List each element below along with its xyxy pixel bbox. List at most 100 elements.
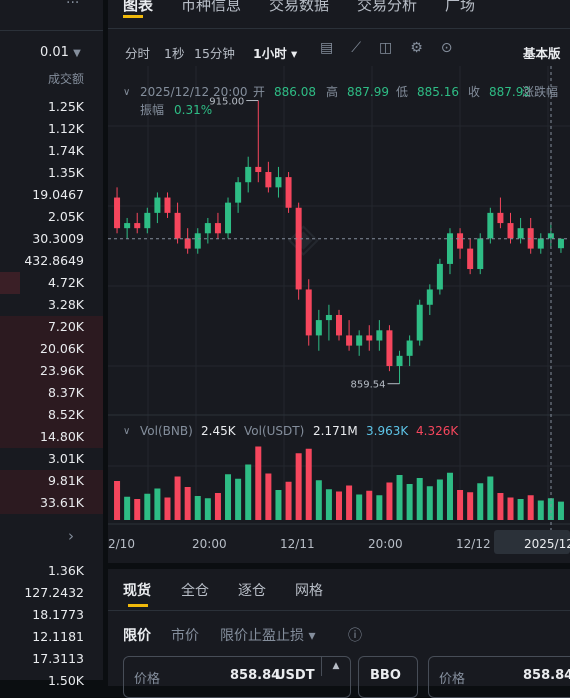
order-book-value: 3.28K (47, 297, 84, 312)
volume-bar (547, 498, 554, 520)
x-tick-label: 2/10 (108, 537, 135, 551)
order-book-value: 12.1181 (32, 629, 84, 644)
tab[interactable]: 交易数据 (269, 0, 330, 14)
order-type[interactable]: 市价 (171, 628, 199, 644)
order-book-value: 8.52K (47, 407, 84, 422)
candle-body (557, 238, 564, 249)
x-tick-label: 20:00 (368, 537, 403, 551)
volume-bar (416, 478, 423, 520)
volume-bar (517, 499, 524, 520)
crosshair-time-bg (494, 530, 570, 554)
volume-bar (467, 492, 474, 520)
tab[interactable]: 币种信息 (181, 0, 242, 14)
expand-arrow[interactable]: › (68, 527, 74, 545)
volume-bar (245, 464, 252, 520)
tool-icons[interactable]: ▤⟋◫⚙⊙ (320, 40, 471, 56)
volume-bar (315, 480, 322, 520)
volume-bar (557, 501, 564, 520)
volume-bar (134, 499, 141, 520)
order-book-value: 17.3113 (32, 651, 84, 666)
price-input[interactable] (123, 656, 351, 698)
precision[interactable]: 0.01 ▼ (40, 45, 81, 60)
volume-bar (386, 482, 393, 520)
form-tab[interactable]: 现货 (123, 583, 151, 599)
ohlc-label: 低 (396, 85, 408, 99)
price-input[interactable] (428, 656, 570, 698)
ohlc-value: 885.16 (417, 85, 459, 99)
interval[interactable]: 15分钟 (194, 46, 235, 61)
volume-bar (194, 496, 201, 520)
volume-bar (114, 481, 121, 520)
candle-body (426, 289, 433, 305)
ohlc-label: 开 (253, 85, 265, 99)
order-book-value: 14.80K (40, 429, 84, 444)
candle-body (285, 177, 292, 208)
form-tab[interactable]: 全仓 (181, 583, 209, 599)
divider (0, 30, 103, 31)
candle-body (467, 248, 474, 270)
order-book-value: 7.20K (47, 319, 84, 334)
ohlc-label: 收 (468, 85, 480, 99)
interval[interactable]: 分时 (125, 46, 151, 61)
tab[interactable]: 图表 (123, 0, 154, 14)
candle-body (537, 238, 544, 249)
volume-bar (144, 493, 151, 520)
volume-bar (487, 476, 494, 520)
candle-body (305, 289, 312, 336)
depth-bar (0, 316, 103, 448)
order-book-value: 9.81K (47, 473, 84, 488)
tab[interactable]: 广场 (445, 0, 476, 14)
volume-bar (305, 448, 312, 520)
volume-bar (285, 481, 292, 520)
x-tick-label: 2025/12/12 (524, 537, 570, 551)
order-book-value: 1.12K (47, 121, 84, 136)
volume-bar (225, 474, 232, 520)
volume-bar (275, 490, 282, 520)
bbo[interactable]: BBO (370, 668, 401, 683)
order-type[interactable]: 限价止盈止损 ▾ (220, 628, 316, 644)
step-up[interactable]: ▲ (321, 656, 350, 676)
volume-bar (507, 497, 514, 520)
form-tab[interactable]: 逐仓 (238, 583, 266, 599)
interval[interactable]: 1秒 (164, 46, 185, 61)
volume-legend: 3.963K (366, 424, 409, 438)
candle-body (325, 314, 332, 321)
price-unit: USDT (275, 668, 315, 683)
tab[interactable]: 交易分析 (357, 0, 418, 14)
volume-bar (255, 446, 262, 520)
order-book-value: 30.3009 (32, 231, 84, 246)
tab-indicator (128, 604, 148, 607)
candle-body (356, 335, 363, 346)
order-book-value: 8.37K (47, 385, 84, 400)
order-type[interactable]: ⓘ (348, 628, 362, 644)
order-book-value: 23.96K (40, 363, 84, 378)
volume-bar (356, 494, 363, 520)
tab-indicator (123, 15, 143, 18)
candle-body (497, 212, 504, 224)
candle-body (487, 212, 494, 239)
candle-body (477, 238, 484, 270)
order-type[interactable]: 限价 (123, 628, 151, 644)
divider (108, 28, 570, 29)
order-book-value: 432.8649 (24, 253, 84, 268)
volume-bar (406, 484, 413, 520)
candle-body (376, 330, 383, 341)
candle-body (295, 207, 302, 290)
order-book-value: 20.06K (40, 341, 84, 356)
more-icon[interactable]: ··· (66, 0, 80, 11)
volume-bar (336, 491, 342, 520)
volume-bar (295, 453, 302, 520)
bbo-button[interactable] (358, 656, 418, 698)
order-book-value: 1.50K (47, 673, 84, 688)
volume-bar (204, 498, 211, 520)
precision-value: 0.01 (40, 45, 69, 60)
candle-body (315, 320, 322, 336)
view-mode[interactable]: 基本版 (523, 46, 561, 61)
volume-bar (436, 479, 443, 520)
interval[interactable]: 1小时 ▾ (253, 46, 298, 61)
form-tab[interactable]: 网格 (295, 583, 323, 599)
volume-bar (184, 487, 191, 520)
depth-bar (0, 272, 20, 294)
candle-body (154, 197, 161, 213)
candle-body (446, 233, 453, 264)
